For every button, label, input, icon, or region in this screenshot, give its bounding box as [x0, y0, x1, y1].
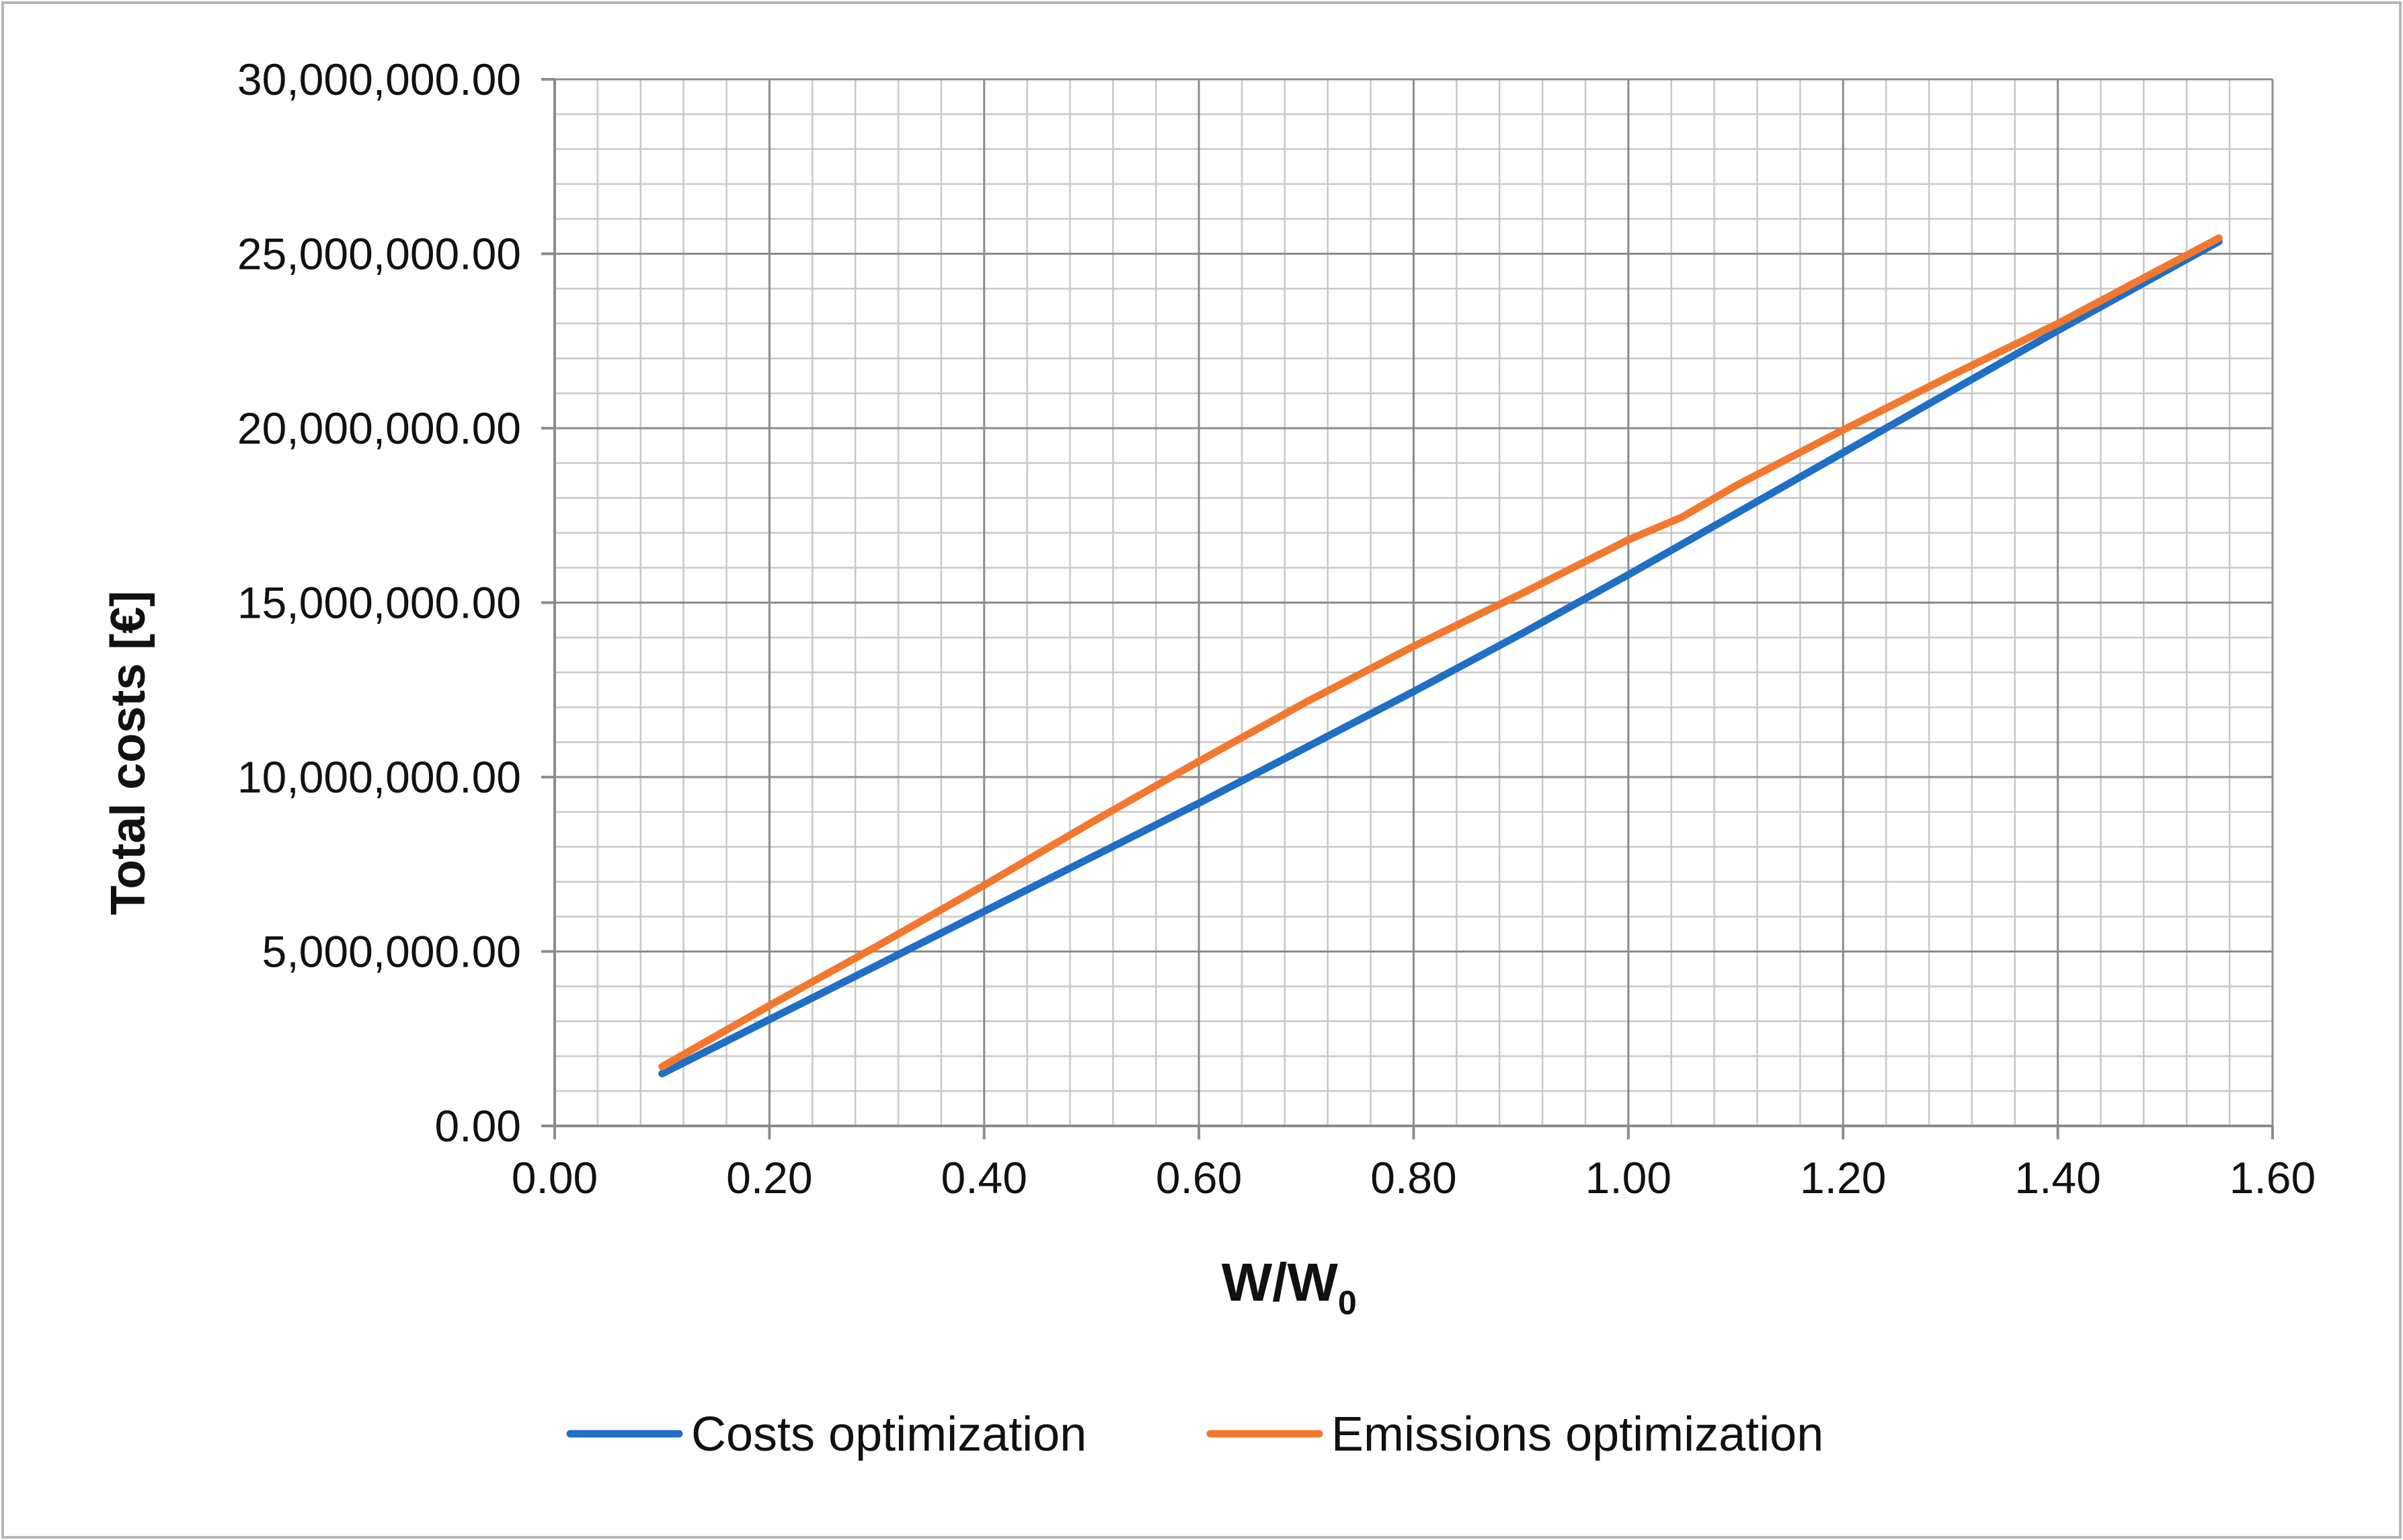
x-tick-labels: 0.00 0.20 0.40 0.60 0.80 1.00 1.20 1.40 1.60 — [512, 1153, 2316, 1203]
series-line-costs-optimization — [658, 237, 2223, 1078]
y-tick-label: 25,000,000.00 — [237, 229, 521, 279]
x-tick-label: 0.20 — [726, 1153, 812, 1203]
legend-label: Emissions optimization — [1331, 1408, 1823, 1461]
axes — [541, 78, 2274, 1139]
legend-label: Costs optimization — [691, 1408, 1087, 1461]
series-layer — [658, 234, 2223, 1078]
y-tick-label: 20,000,000.00 — [237, 403, 521, 453]
y-axis-title: Total costs [€] — [102, 591, 155, 916]
x-tick-label: 1.60 — [2230, 1153, 2316, 1203]
y-tick-label: 15,000,000.00 — [237, 578, 521, 628]
x-axis-title: W/W — [1222, 1252, 1339, 1312]
y-tick-labels: 0.00 5,000,000.00 10,000,000.00 15,000,000.… — [237, 54, 521, 1151]
y-tick-label: 0.00 — [435, 1101, 521, 1151]
x-tick-label: 1.20 — [1800, 1153, 1886, 1203]
x-tick-label: 1.00 — [1585, 1153, 1671, 1203]
y-tick-label: 30,000,000.00 — [237, 54, 521, 104]
y-tick-label: 10,000,000.00 — [237, 752, 521, 802]
y-tick-label: 5,000,000.00 — [262, 927, 521, 977]
x-tick-label: 0.00 — [512, 1153, 598, 1203]
x-tick-label: 0.80 — [1370, 1153, 1456, 1203]
legend: Costs optimization Emissions optimization — [566, 1408, 1823, 1461]
x-axis-title-subscript: 0 — [1338, 1284, 1357, 1322]
x-tick-label: 0.60 — [1156, 1153, 1242, 1203]
series-line-emissions-optimization — [658, 234, 2223, 1071]
x-tick-label: 0.40 — [941, 1153, 1027, 1203]
x-tick-label: 1.40 — [2014, 1153, 2100, 1203]
